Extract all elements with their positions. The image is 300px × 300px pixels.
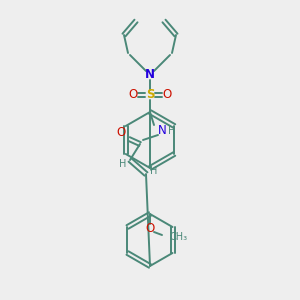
Text: H: H <box>168 126 176 136</box>
Text: S: S <box>146 88 154 101</box>
Text: H: H <box>150 166 158 176</box>
Text: H: H <box>119 159 127 169</box>
Text: N: N <box>145 68 155 82</box>
Text: O: O <box>128 88 138 101</box>
Text: O: O <box>116 127 126 140</box>
Text: O: O <box>146 223 154 236</box>
Text: O: O <box>162 88 172 101</box>
Text: CH₃: CH₃ <box>170 232 188 242</box>
Text: N: N <box>158 124 166 136</box>
